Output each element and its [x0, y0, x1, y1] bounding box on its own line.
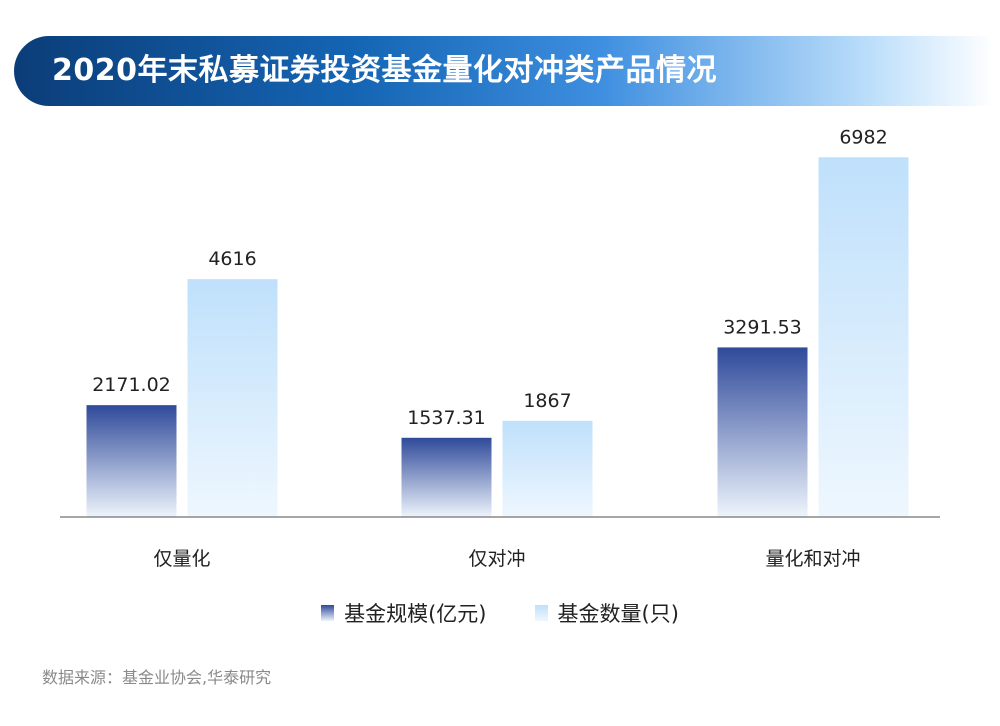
category-label-1: 仅量化 [153, 548, 210, 570]
data-label-count-2: 1867 [523, 390, 571, 412]
legend-label-scale: 基金规模(亿元) [344, 602, 487, 626]
bar-count-2 [502, 420, 593, 517]
data-label-scale-2: 1537.31 [407, 407, 486, 429]
legend-item-count: 基金数量(只) [534, 598, 679, 628]
category-label-3: 量化和对冲 [765, 548, 860, 570]
bar-scale-1 [86, 405, 177, 517]
data-label-scale-3: 3291.53 [723, 316, 802, 338]
bar-count-3 [818, 157, 909, 517]
data-label-count-1: 4616 [208, 248, 256, 270]
legend-label-count: 基金数量(只) [557, 602, 679, 626]
category-label-2: 仅对冲 [468, 548, 525, 570]
legend-swatch-count [534, 605, 548, 621]
legend: 基金规模(亿元) 基金数量(只) [0, 598, 1000, 628]
bar-count-1 [187, 279, 278, 517]
chart-title: 2020年末私募证券投资基金量化对冲类产品情况 [52, 53, 717, 88]
data-label-count-3: 6982 [839, 126, 887, 148]
bar-scale-3 [717, 347, 808, 517]
data-label-scale-1: 2171.02 [92, 374, 171, 396]
data-source-note: 数据来源：基金业协会,华泰研究 [42, 668, 272, 687]
bar-scale-2 [401, 437, 492, 517]
title-banner [14, 36, 994, 106]
legend-item-scale: 基金规模(亿元) [321, 598, 487, 628]
legend-swatch-scale [321, 605, 335, 621]
